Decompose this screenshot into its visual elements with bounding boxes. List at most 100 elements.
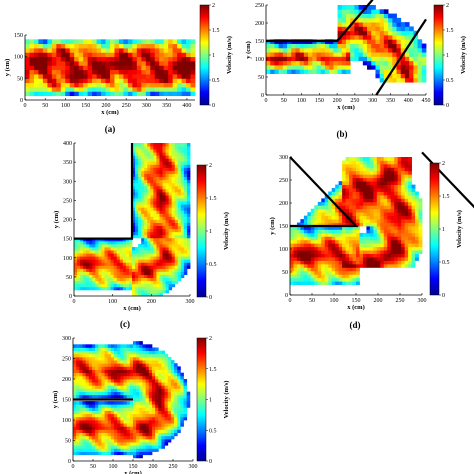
heatmap-cell: [418, 239, 423, 244]
heatmap-cell: [91, 451, 96, 456]
heatmap-cell: [186, 198, 191, 202]
heatmap-cell: [83, 274, 87, 279]
heatmap-cell: [104, 369, 109, 374]
heatmap-cell: [162, 280, 166, 285]
heatmap-cell: [136, 448, 140, 452]
heatmap-cell: [376, 170, 381, 175]
heatmap-cell: [296, 243, 301, 248]
heatmap-cell: [65, 74, 71, 79]
heatmap-cell: [180, 407, 184, 411]
heatmap-cell: [86, 271, 90, 275]
heatmap-cell: [80, 240, 84, 245]
heatmap-cell: [170, 416, 175, 421]
heatmap-cell: [383, 35, 389, 40]
heatmap-cell: [101, 375, 105, 380]
heatmap-cell: [383, 69, 389, 74]
heatmap-cell: [183, 167, 188, 171]
heatmap-cell: [171, 179, 176, 184]
heatmap-cell: [359, 194, 364, 199]
heatmap-cell: [400, 73, 406, 79]
heatmap-cell: [367, 17, 372, 23]
heatmap-cell: [329, 60, 334, 66]
heatmap-cell: [135, 204, 139, 208]
heatmap-cell: [349, 157, 353, 161]
heatmap-cell: [186, 161, 191, 165]
heatmap-cell: [151, 366, 156, 370]
heatmap-cell: [362, 17, 368, 23]
heatmap-cell: [307, 239, 312, 244]
heatmap-cell: [135, 277, 139, 282]
heatmap-cell: [310, 277, 315, 282]
heatmap-cell: [177, 69, 182, 75]
heatmap-cell: [165, 146, 170, 150]
heatmap-cell: [186, 243, 191, 248]
heatmap-cell: [88, 353, 93, 358]
heatmap-cell: [88, 385, 93, 389]
heatmap-cell: [78, 56, 84, 62]
heatmap-cell: [293, 246, 298, 251]
heatmap-cell: [408, 188, 412, 192]
heatmap-cell: [328, 219, 333, 223]
heatmap-cell: [107, 385, 112, 389]
heatmap-cell: [92, 274, 96, 279]
heatmap-cell: [144, 167, 148, 171]
heatmap-cell: [337, 9, 343, 14]
heatmap-cell: [303, 60, 309, 66]
heatmap-cell: [142, 394, 147, 399]
heatmap-cell: [123, 363, 128, 367]
heatmap-cell: [107, 256, 112, 260]
heatmap-cell: [153, 143, 157, 147]
heatmap-cell: [150, 61, 156, 66]
heatmap-cell: [328, 208, 333, 213]
heatmap-cell: [132, 219, 136, 223]
heatmap-cell: [174, 416, 178, 421]
heatmap-cell: [369, 257, 374, 261]
heatmap-cell: [47, 82, 53, 88]
heatmap-cell: [308, 47, 313, 53]
heatmap-cell: [314, 263, 319, 268]
heatmap-cell: [76, 416, 80, 421]
heatmap-cell: [303, 267, 308, 272]
heatmap-cell: [338, 226, 343, 230]
heatmap-cell: [82, 426, 87, 430]
heatmap-cell: [181, 39, 187, 45]
heatmap-cell: [104, 432, 109, 437]
heatmap-cell: [162, 164, 166, 168]
heatmap-cell: [383, 17, 389, 23]
heatmap-cell: [324, 43, 330, 49]
heatmap-cell: [95, 372, 99, 377]
heatmap-cell: [170, 410, 175, 415]
heatmap-cell: [114, 426, 118, 430]
heatmap-cell: [296, 229, 301, 234]
heatmap-cell: [38, 69, 44, 75]
heatmap-cell: [186, 43, 191, 49]
heatmap-cell: [338, 215, 343, 220]
heatmap-cell: [356, 270, 360, 275]
heatmap-cell: [79, 379, 83, 383]
heatmap-cell: [141, 176, 145, 181]
heatmap-cell: [88, 442, 93, 446]
heatmap-cell: [162, 243, 166, 248]
heatmap-cell: [122, 262, 127, 266]
heatmap-cell: [141, 262, 145, 266]
heatmap-cell: [138, 146, 142, 150]
heatmap-cell: [342, 208, 346, 213]
heatmap-cell: [51, 87, 57, 92]
heatmap-cell: [150, 87, 156, 92]
heatmap-cell: [379, 52, 385, 57]
heatmap-cell: [180, 158, 185, 162]
heatmap-cell: [117, 350, 121, 355]
heatmap-cell: [147, 149, 151, 153]
heatmap-cell: [139, 375, 143, 380]
heatmap-cell: [373, 229, 378, 234]
heatmap-cell: [362, 26, 368, 32]
heatmap-cell: [350, 13, 355, 19]
heatmap-cell: [287, 56, 292, 62]
heatmap-cell: [307, 260, 312, 265]
heatmap-cell: [177, 369, 181, 374]
heatmap-cell: [181, 48, 187, 53]
heatmap-cell: [73, 420, 77, 424]
heatmap-cell: [369, 236, 374, 241]
heatmap-cell: [404, 219, 409, 223]
heatmap-cell: [352, 226, 357, 230]
